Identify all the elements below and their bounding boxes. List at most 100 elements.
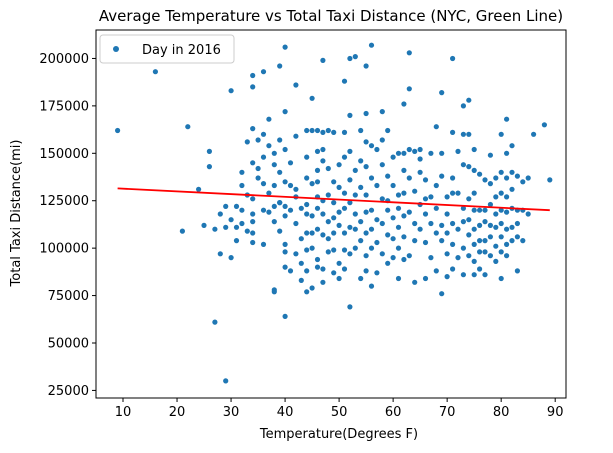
data-point [233, 238, 240, 244]
data-point [298, 277, 304, 283]
data-point [450, 220, 456, 227]
data-point [455, 255, 461, 261]
data-point [471, 272, 477, 278]
data-point [504, 116, 510, 122]
data-point [498, 249, 504, 255]
plot-area [96, 30, 566, 398]
data-point [233, 203, 240, 209]
data-point [250, 196, 256, 202]
data-point [352, 211, 358, 217]
data-point [282, 179, 288, 185]
data-point [282, 109, 288, 115]
data-point [385, 207, 391, 213]
data-point [520, 179, 526, 185]
data-point [547, 177, 553, 183]
data-point [477, 249, 483, 255]
data-point [320, 211, 326, 217]
data-point [293, 251, 299, 257]
data-point [325, 219, 331, 225]
data-point [498, 234, 504, 240]
data-point [282, 264, 288, 270]
data-point [395, 205, 402, 211]
data-point [255, 137, 261, 143]
data-point [223, 203, 229, 209]
data-point [363, 110, 369, 117]
data-point [466, 253, 472, 259]
data-point [406, 175, 412, 181]
y-tick-label: 25000 [48, 384, 89, 399]
data-point [152, 69, 158, 75]
data-point [341, 129, 348, 135]
data-point [422, 239, 429, 246]
data-point [260, 241, 267, 247]
data-point [331, 179, 337, 185]
data-point [363, 63, 369, 69]
data-point [239, 220, 245, 227]
data-point [358, 184, 364, 190]
data-point [406, 253, 412, 259]
data-point [347, 148, 353, 154]
data-point [477, 238, 483, 244]
y-tick-label: 100000 [39, 242, 89, 257]
data-point [439, 173, 445, 179]
data-point [293, 133, 299, 139]
data-point [374, 217, 380, 223]
data-point [304, 268, 310, 274]
data-point [412, 279, 418, 285]
data-point [395, 245, 402, 251]
data-point [266, 190, 272, 196]
data-point [379, 251, 385, 257]
data-point [271, 289, 277, 295]
data-point [287, 207, 294, 213]
x-tick-label: 70 [439, 405, 456, 420]
data-point [341, 230, 348, 236]
data-point [325, 165, 331, 172]
data-point [309, 245, 315, 251]
data-point [352, 245, 358, 251]
x-tick-label: 20 [169, 405, 186, 420]
data-point [304, 289, 310, 295]
data-point [314, 205, 321, 211]
data-point [525, 175, 531, 181]
data-point [293, 186, 299, 192]
data-point [422, 177, 429, 183]
y-tick-label: 50000 [48, 336, 89, 351]
data-point [304, 201, 310, 208]
data-point [482, 238, 488, 244]
data-point [309, 213, 315, 219]
data-point [331, 230, 337, 236]
data-point [471, 258, 477, 264]
data-point [504, 150, 510, 156]
data-point [250, 211, 256, 217]
data-point [368, 226, 375, 232]
data-point [395, 275, 402, 282]
data-point [347, 200, 353, 206]
y-axis-ticks: 25000 50000 75000 100000 125000 150000 175000 2… [39, 52, 96, 399]
data-point [514, 220, 521, 227]
data-point [304, 247, 310, 253]
data-point [428, 220, 434, 227]
data-point [363, 253, 369, 259]
data-point [304, 175, 310, 181]
data-point [277, 200, 283, 206]
data-point [206, 148, 212, 154]
data-point [401, 150, 407, 156]
data-point [250, 239, 256, 246]
data-point [498, 131, 504, 137]
data-point [374, 182, 380, 189]
data-point [266, 143, 272, 149]
data-point [417, 226, 423, 232]
data-point [320, 266, 326, 272]
data-point [422, 211, 429, 217]
data-point [466, 131, 472, 137]
data-point [336, 162, 342, 168]
data-point [287, 182, 294, 189]
data-point [341, 154, 348, 160]
data-point [460, 131, 466, 137]
data-point [331, 215, 337, 221]
data-point [433, 182, 439, 189]
data-point [233, 224, 240, 230]
points-layer [115, 42, 553, 384]
data-point [341, 247, 348, 253]
fit-line-layer [117, 187, 550, 212]
